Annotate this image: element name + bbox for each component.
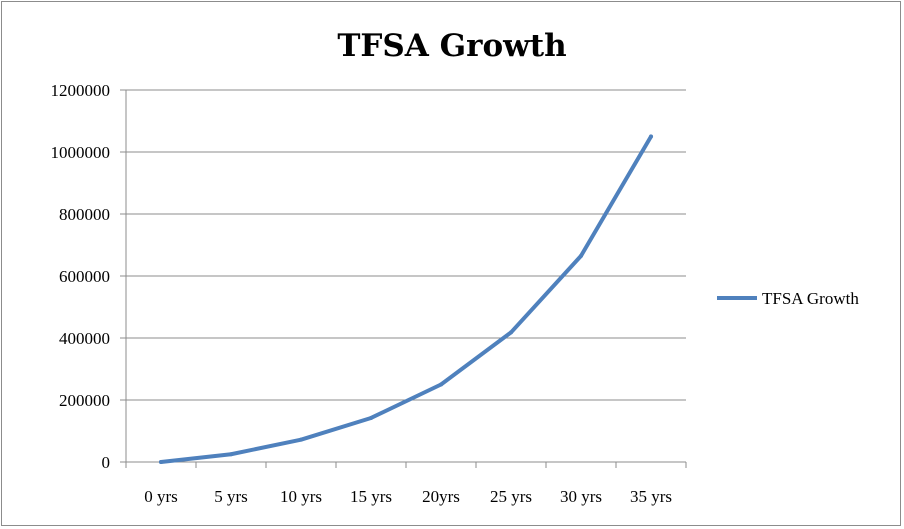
data-point xyxy=(229,452,233,457)
x-tick-label: 5 yrs xyxy=(214,487,248,506)
legend: TFSA Growth xyxy=(717,289,859,308)
x-tick-label: 10 yrs xyxy=(280,487,322,506)
y-tick-label: 200000 xyxy=(59,391,110,410)
y-axis-tick-labels: 0 200000 400000 600000 800000 1000000 1200000 xyxy=(51,81,111,472)
data-point xyxy=(369,415,373,420)
x-tick-label: 0 yrs xyxy=(144,487,178,506)
data-point xyxy=(439,382,443,387)
x-tick-label: 25 yrs xyxy=(490,487,532,506)
x-tick-label: 35 yrs xyxy=(630,487,672,506)
data-point xyxy=(649,134,653,139)
y-tick-label: 1200000 xyxy=(51,81,111,100)
y-tick-label: 800000 xyxy=(59,205,110,224)
data-point xyxy=(579,253,583,258)
chart-title: TFSA Growth xyxy=(337,28,566,64)
y-tick-label: 400000 xyxy=(59,329,110,348)
series-line-tfsa-growth xyxy=(159,134,653,464)
data-point xyxy=(299,437,303,442)
series-layer xyxy=(159,134,653,464)
x-tick-label: 30 yrs xyxy=(560,487,602,506)
gridlines xyxy=(120,89,686,463)
y-tick-label: 600000 xyxy=(59,267,110,286)
y-tick-label: 1000000 xyxy=(51,143,111,162)
x-tick-label: 15 yrs xyxy=(350,487,392,506)
x-tick-label: 20yrs xyxy=(422,487,460,506)
data-point xyxy=(509,330,513,335)
axes xyxy=(125,90,687,468)
legend-entry-tfsa-growth: TFSA Growth xyxy=(762,289,859,308)
y-tick-label: 0 xyxy=(102,453,111,472)
x-axis-tick-labels: 0 yrs 5 yrs 10 yrs 15 yrs 20yrs 25 yrs 30 yrs 3… xyxy=(144,487,672,506)
data-point xyxy=(159,460,163,464)
